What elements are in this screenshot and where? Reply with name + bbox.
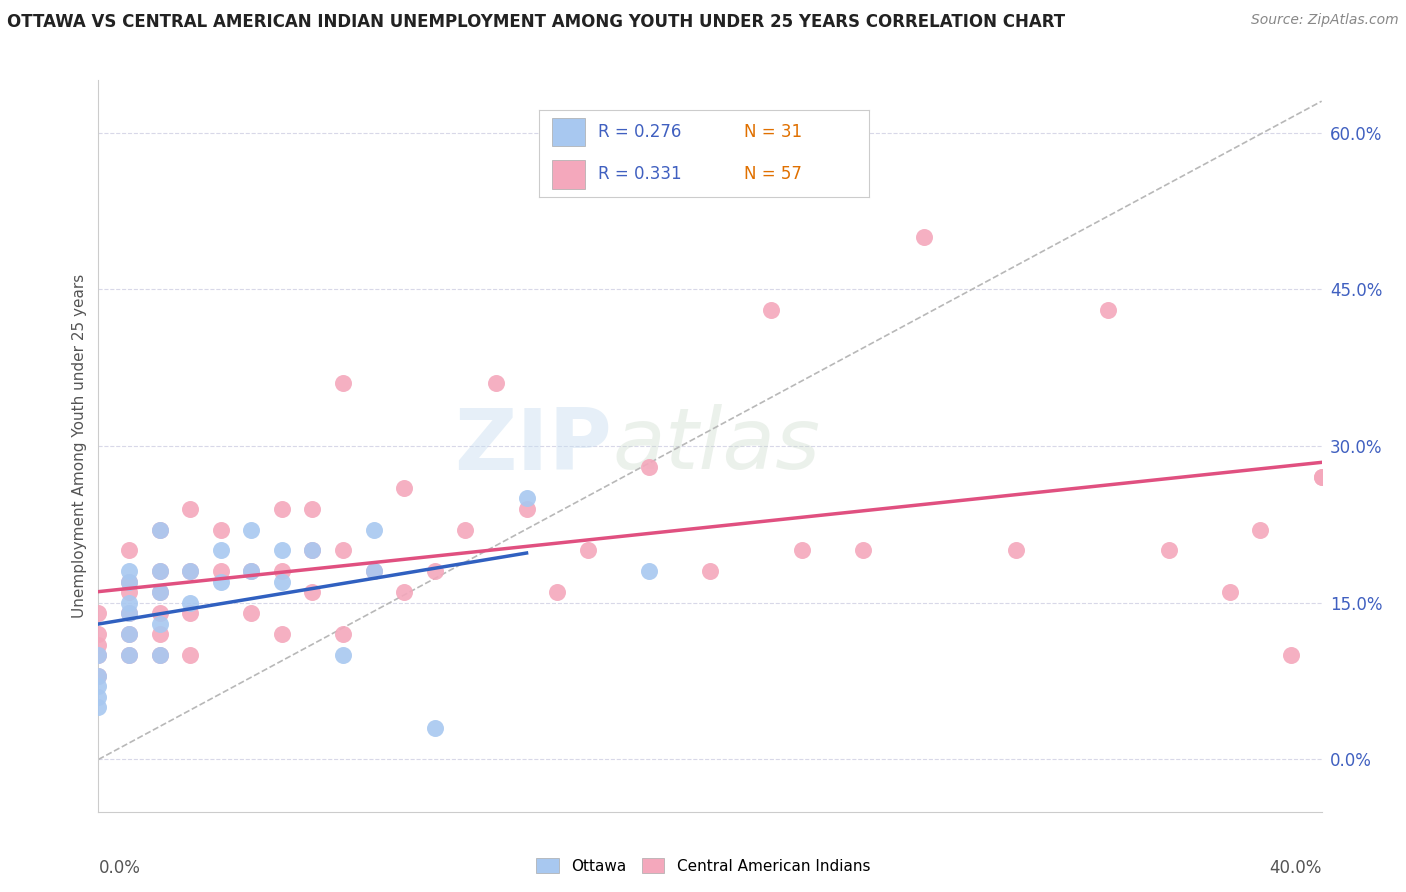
- Point: [516, 491, 538, 506]
- Point: [87, 648, 110, 662]
- Point: [118, 606, 141, 620]
- Point: [209, 523, 232, 537]
- Point: [87, 669, 110, 683]
- Point: [790, 543, 813, 558]
- Point: [270, 627, 292, 641]
- Point: [1279, 648, 1302, 662]
- Point: [637, 459, 661, 474]
- Point: [118, 648, 141, 662]
- Text: ZIP: ZIP: [454, 404, 612, 488]
- Point: [118, 574, 141, 589]
- Point: [118, 648, 141, 662]
- Point: [118, 543, 141, 558]
- Point: [149, 565, 172, 579]
- Point: [392, 481, 416, 495]
- Point: [149, 585, 172, 599]
- Point: [149, 585, 172, 599]
- Point: [87, 700, 110, 714]
- Point: [270, 565, 292, 579]
- Point: [270, 574, 292, 589]
- Point: [301, 585, 323, 599]
- Point: [699, 565, 721, 579]
- Point: [363, 565, 385, 579]
- Point: [118, 627, 141, 641]
- Point: [87, 627, 110, 641]
- Point: [516, 501, 538, 516]
- Point: [576, 543, 599, 558]
- Point: [179, 565, 201, 579]
- Point: [118, 596, 141, 610]
- Y-axis label: Unemployment Among Youth under 25 years: Unemployment Among Youth under 25 years: [72, 274, 87, 618]
- Text: OTTAWA VS CENTRAL AMERICAN INDIAN UNEMPLOYMENT AMONG YOUTH UNDER 25 YEARS CORREL: OTTAWA VS CENTRAL AMERICAN INDIAN UNEMPL…: [7, 13, 1066, 31]
- Point: [1249, 523, 1271, 537]
- Point: [270, 543, 292, 558]
- Point: [270, 501, 292, 516]
- Point: [546, 585, 568, 599]
- Point: [87, 679, 110, 693]
- Point: [179, 565, 201, 579]
- Point: [149, 606, 172, 620]
- Point: [118, 627, 141, 641]
- Point: [240, 565, 263, 579]
- Point: [332, 376, 354, 391]
- Point: [759, 303, 782, 318]
- Point: [301, 543, 323, 558]
- Point: [118, 606, 141, 620]
- Point: [1097, 303, 1119, 318]
- Point: [363, 523, 385, 537]
- Point: [179, 648, 201, 662]
- Point: [912, 230, 935, 244]
- Point: [332, 627, 354, 641]
- Point: [149, 648, 172, 662]
- Point: [392, 585, 416, 599]
- Point: [852, 543, 875, 558]
- Point: [149, 523, 172, 537]
- Text: 0.0%: 0.0%: [98, 859, 141, 877]
- Text: Source: ZipAtlas.com: Source: ZipAtlas.com: [1251, 13, 1399, 28]
- Point: [332, 648, 354, 662]
- Text: 40.0%: 40.0%: [1270, 859, 1322, 877]
- Point: [1004, 543, 1026, 558]
- Point: [301, 501, 323, 516]
- Point: [423, 565, 446, 579]
- Point: [179, 606, 201, 620]
- Point: [1310, 470, 1333, 484]
- Point: [240, 523, 263, 537]
- Point: [87, 648, 110, 662]
- Point: [87, 690, 110, 704]
- Point: [485, 376, 508, 391]
- Point: [87, 606, 110, 620]
- Point: [209, 565, 232, 579]
- Point: [240, 565, 263, 579]
- Point: [454, 523, 477, 537]
- Point: [1157, 543, 1180, 558]
- Point: [1219, 585, 1241, 599]
- Point: [87, 638, 110, 652]
- Point: [209, 543, 232, 558]
- Point: [301, 543, 323, 558]
- Point: [149, 565, 172, 579]
- Text: atlas: atlas: [612, 404, 820, 488]
- Point: [423, 721, 446, 735]
- Legend: Ottawa, Central American Indians: Ottawa, Central American Indians: [530, 852, 876, 880]
- Point: [149, 627, 172, 641]
- Point: [332, 543, 354, 558]
- Point: [149, 648, 172, 662]
- Point: [240, 606, 263, 620]
- Point: [637, 565, 661, 579]
- Point: [149, 616, 172, 631]
- Point: [118, 574, 141, 589]
- Point: [1310, 470, 1333, 484]
- Point: [149, 523, 172, 537]
- Point: [118, 585, 141, 599]
- Point: [209, 574, 232, 589]
- Point: [363, 565, 385, 579]
- Point: [179, 501, 201, 516]
- Point: [179, 596, 201, 610]
- Point: [118, 565, 141, 579]
- Point: [87, 669, 110, 683]
